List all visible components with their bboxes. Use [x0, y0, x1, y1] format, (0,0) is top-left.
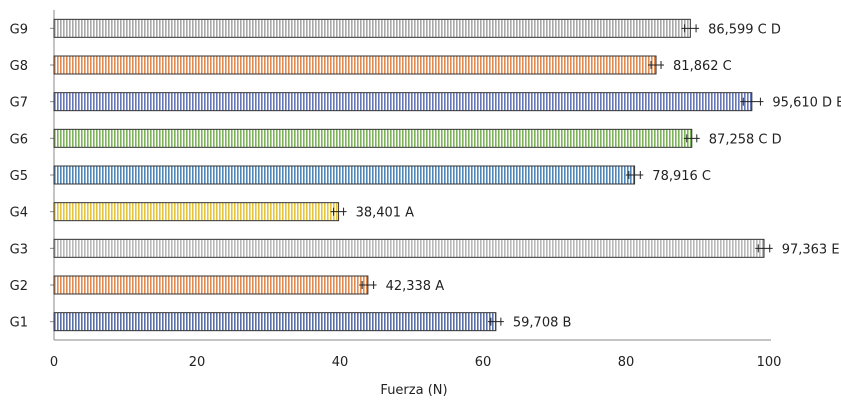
x-tick-label: 20	[189, 355, 206, 370]
data-label: 97,363 E	[782, 242, 840, 257]
error-bar	[755, 244, 773, 253]
x-tick-label: 40	[332, 355, 349, 370]
category-label: G3	[10, 242, 28, 257]
bar-g6	[53, 128, 693, 148]
data-label: 86,599 C D	[708, 22, 781, 37]
error-bar	[648, 61, 665, 69]
category-label: G5	[10, 169, 28, 184]
x-tick-label: 100	[757, 355, 782, 370]
x-tick-label: 60	[475, 355, 492, 370]
x-axis-title: Fuerza (N)	[380, 383, 447, 398]
data-label: 59,708 B	[513, 316, 572, 331]
error-bar	[683, 134, 700, 143]
category-label: G1	[10, 316, 28, 331]
data-label: 95,610 D E	[772, 96, 841, 111]
bar-g5	[53, 165, 636, 185]
error-bar	[740, 97, 764, 106]
bar-g3	[53, 238, 765, 258]
bar-g7	[53, 92, 753, 112]
x-tick-label: 80	[618, 355, 635, 370]
data-label: 78,916 C	[652, 169, 711, 184]
plot-area: 0 20 40 60 80 100 G1 59,708 B G2 42,338 A G3 97,363…	[10, 10, 841, 370]
category-label: G8	[10, 59, 28, 74]
data-label: 87,258 C D	[709, 132, 782, 147]
error-bar	[625, 171, 644, 179]
error-bar	[359, 281, 377, 289]
bar-g9	[53, 18, 691, 38]
bar-g2	[53, 275, 369, 295]
category-label: G2	[10, 279, 28, 294]
bar-g4	[53, 202, 340, 222]
error-bar	[681, 24, 700, 33]
category-label: G6	[10, 132, 28, 147]
x-tick-label: 0	[50, 355, 58, 370]
error-bar	[330, 207, 347, 216]
category-label: G9	[10, 22, 28, 37]
category-label: G7	[10, 96, 28, 111]
bar-g1	[53, 312, 497, 332]
data-label: 42,338 A	[386, 279, 445, 294]
category-label: G4	[10, 206, 28, 221]
data-label: 81,862 C	[673, 59, 732, 74]
error-bar	[487, 317, 504, 326]
data-label: 38,401 A	[356, 206, 415, 221]
bar-g8	[53, 55, 657, 75]
